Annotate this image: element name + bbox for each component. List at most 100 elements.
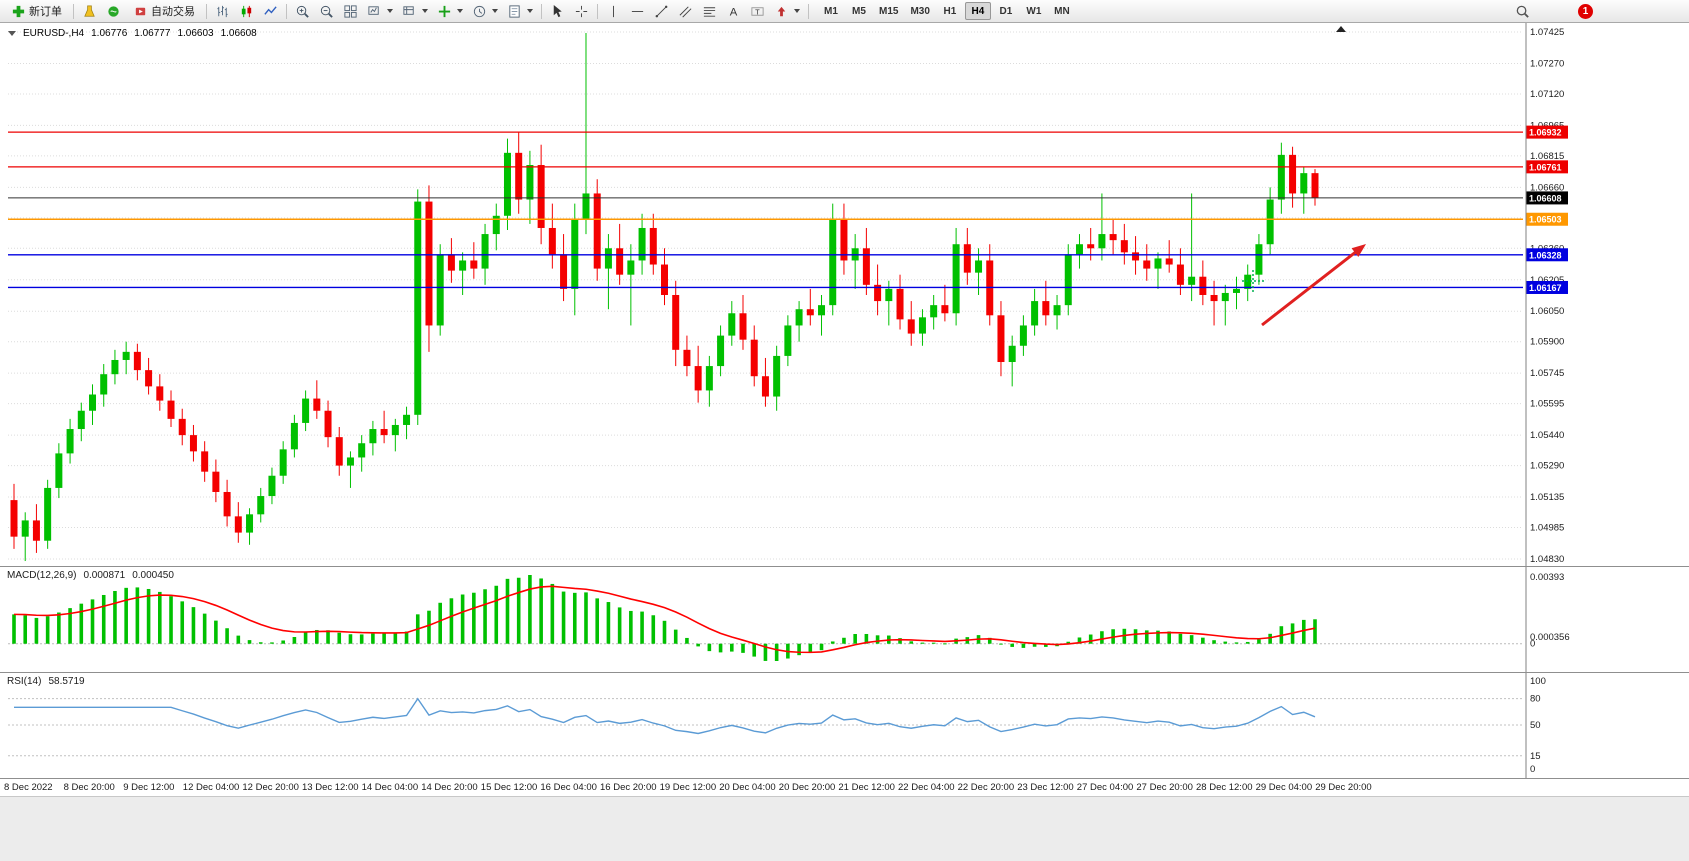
macd-label: MACD(12,26,9) (7, 570, 77, 581)
arrow-objects-button[interactable] (770, 1, 804, 21)
trendline-button[interactable] (650, 1, 673, 21)
channel-button[interactable] (674, 1, 697, 21)
time-axis[interactable]: 8 Dec 2022 8 Dec 20:00 9 Dec 12:00 12 Dec 0… (0, 778, 1689, 796)
timeframe-button-m1[interactable]: M1 (818, 2, 844, 20)
rsi-line (14, 697, 1316, 735)
fibonacci-button[interactable] (698, 1, 721, 21)
trendline-icon (655, 5, 668, 17)
new-order-button[interactable]: 新订单 (4, 1, 69, 21)
rsi-value: 58.5719 (48, 676, 85, 687)
svg-text:0.00393: 0.00393 (1530, 572, 1564, 583)
zoom-in-button[interactable] (291, 1, 314, 21)
chart-ohlc-header: EURUSD-,H4 1.06776 1.06777 1.06603 1.066… (8, 28, 257, 39)
svg-text:1.05290: 1.05290 (1530, 461, 1564, 472)
vertical-line-icon (613, 5, 614, 17)
macd-pane[interactable]: MACD(12,26,9) 0.000871 0.000450 0.00393 0… (0, 566, 1689, 673)
rsi-chart-svg[interactable]: 100 80 50 15 0 (0, 673, 1689, 779)
toolbar-separator (597, 3, 598, 19)
svg-text:1.06660: 1.06660 (1530, 182, 1564, 193)
svg-text:1.05745: 1.05745 (1530, 368, 1564, 379)
trend-arrow[interactable] (1261, 247, 1361, 327)
line-chart-button[interactable] (259, 1, 282, 21)
cursor-button[interactable] (546, 1, 569, 21)
time-axis-label: 22 Dec 04:00 (898, 782, 955, 793)
new-order-label: 新订单 (29, 6, 62, 18)
timeframe-button-w1[interactable]: W1 (1021, 2, 1047, 20)
text-button[interactable]: A (722, 1, 745, 21)
autotrading-button[interactable]: 自动交易 (126, 1, 202, 21)
text-label-button[interactable]: T (746, 1, 769, 21)
svg-text:80: 80 (1530, 694, 1541, 705)
timeframe-button-h1[interactable]: H1 (937, 2, 963, 20)
time-axis-label: 20 Dec 04:00 (719, 782, 776, 793)
strategy-tester-button[interactable] (78, 1, 101, 21)
timeframe-button-m5[interactable]: M5 (846, 2, 872, 20)
timeframe-button-d1[interactable]: D1 (993, 2, 1019, 20)
profiles-icon (403, 5, 414, 15)
timeframe-button-h4[interactable]: H4 (964, 2, 991, 20)
rsi-header: RSI(14) 58.5719 (7, 676, 85, 687)
periods-button[interactable] (468, 1, 502, 21)
new-chart-icon (368, 5, 379, 15)
time-axis-label: 14 Dec 20:00 (421, 782, 478, 793)
macd-header: MACD(12,26,9) 0.000871 0.000450 (7, 570, 174, 581)
timeframe-button-mn[interactable]: MN (1049, 2, 1075, 20)
search-icon (1516, 5, 1529, 18)
templates-button[interactable] (503, 1, 537, 21)
timeframe-button-m30[interactable]: M30 (905, 2, 934, 20)
vertical-line-button[interactable] (602, 1, 625, 21)
svg-text:1.04830: 1.04830 (1530, 554, 1564, 565)
svg-text:1.07270: 1.07270 (1530, 58, 1564, 69)
indicators-button[interactable] (433, 1, 467, 21)
time-axis-label: 29 Dec 04:00 (1255, 782, 1313, 793)
clock-icon (473, 5, 486, 17)
time-axis-label: 12 Dec 20:00 (242, 782, 299, 793)
indicator-plus-icon (438, 5, 451, 17)
chart-shift-marker[interactable] (1336, 26, 1346, 32)
ohlc-open: 1.06776 (91, 28, 128, 39)
svg-text:0: 0 (1530, 639, 1535, 650)
bar-chart-button[interactable] (211, 1, 234, 21)
price-chart-svg[interactable]: 1.074251.072701.071201.069651.068151.066… (0, 23, 1689, 566)
timeframe-button-m15[interactable]: M15 (874, 2, 903, 20)
tile-windows-button[interactable] (339, 1, 362, 21)
time-axis-label: 12 Dec 04:00 (182, 782, 240, 793)
zoom-in-icon (296, 5, 309, 18)
svg-text:0: 0 (1530, 764, 1535, 775)
svg-text:1.06050: 1.06050 (1530, 306, 1564, 317)
profiles-button[interactable] (398, 1, 432, 21)
notification-badge[interactable]: 1 (1578, 4, 1593, 19)
zoom-out-button[interactable] (315, 1, 338, 21)
ohlc-high: 1.06777 (134, 28, 171, 39)
line-chart-icon (264, 5, 277, 15)
svg-text:1.06761: 1.06761 (1529, 162, 1562, 172)
crosshair-button[interactable] (570, 1, 593, 21)
chevron-down-icon (794, 9, 800, 13)
time-axis-label: 14 Dec 04:00 (361, 782, 419, 793)
toolbar-right: 1 (1511, 0, 1689, 23)
template-icon (509, 4, 520, 18)
candlestick-chart-button[interactable] (235, 1, 258, 21)
trend-arrow-head (1351, 244, 1366, 257)
search-button[interactable] (1511, 2, 1534, 22)
time-axis-label: 20 Dec 20:00 (778, 782, 836, 793)
toolbar-separator (808, 3, 809, 19)
price-pane[interactable]: EURUSD-,H4 1.06776 1.06777 1.06603 1.066… (0, 23, 1689, 566)
rsi-pane[interactable]: RSI(14) 58.5719 100 80 50 15 0 (0, 672, 1689, 779)
macd-signal-value: 0.000450 (132, 570, 174, 581)
svg-text:1.06608: 1.06608 (1529, 193, 1562, 203)
chart-menu-caret-icon[interactable] (8, 31, 16, 36)
price-tag: 1.06167 (1526, 280, 1568, 294)
price-tag: 1.06761 (1526, 160, 1568, 174)
autotrading-icon (135, 7, 146, 15)
market-button[interactable] (102, 1, 125, 21)
chart-window: EURUSD-,H4 1.06776 1.06777 1.06603 1.066… (0, 23, 1689, 861)
svg-text:1.06932: 1.06932 (1529, 128, 1562, 138)
new-order-icon (12, 5, 25, 17)
time-axis-label: 8 Dec 2022 (4, 782, 53, 793)
horizontal-line-button[interactable] (626, 1, 649, 21)
time-axis-label: 8 Dec 20:00 (63, 782, 115, 793)
new-chart-button[interactable] (363, 1, 397, 21)
svg-text:1.05595: 1.05595 (1530, 399, 1564, 410)
